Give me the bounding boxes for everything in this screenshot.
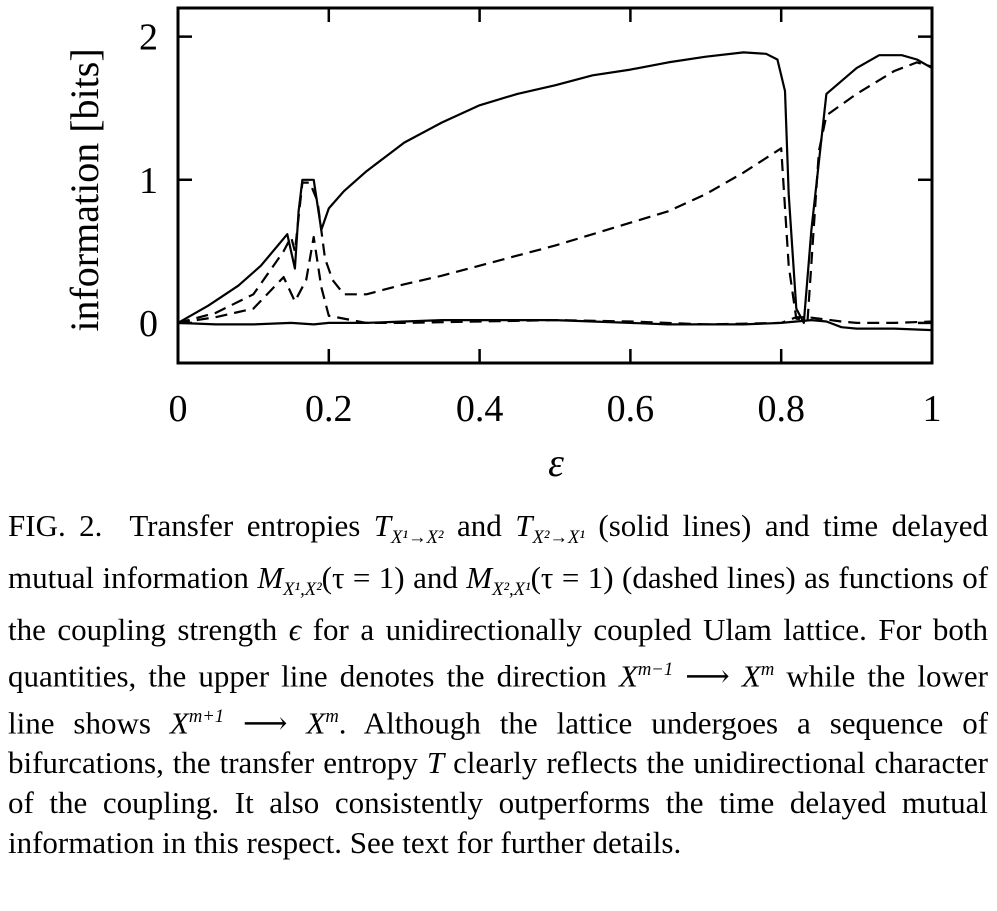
caption-text-6: for a unidirectionally coupled Ulam latt… (8, 612, 989, 694)
solid-series-0 (177, 51, 933, 324)
caption-epsilon: ϵ (288, 612, 302, 648)
x-tick-label: 0.4 (456, 388, 504, 430)
caption-x-3: X (169, 705, 189, 741)
caption-symbol-m-2: M (466, 560, 493, 596)
caption-symbol-t-3: T (426, 745, 445, 781)
caption-text-1: Transfer entropies (129, 508, 361, 543)
y-tick-label: 0 (139, 303, 158, 345)
caption-sub-m21: X²,X¹ (492, 579, 531, 601)
x-tick-label: 0 (169, 388, 188, 430)
caption-sup-m-minus: m−1 (637, 659, 674, 681)
caption-arrow-2: ⟶ (243, 705, 288, 741)
caption-text-3: (solid lines) and time delayed mutual in… (8, 508, 989, 596)
x-tick-label: 0.6 (607, 388, 655, 430)
caption-sup-m-2: m (325, 705, 339, 727)
line-chart: 0 0.2 0.4 0.6 0.8 1 0 1 2 ε information [bits] (62, 6, 942, 485)
y-tick-label: 2 (139, 17, 158, 59)
ticks (176, 8, 934, 363)
series-layer (177, 51, 933, 332)
caption-text-2: and (456, 508, 502, 543)
caption-text-5: (dashed lines) as functions of the coupl… (8, 560, 989, 648)
caption-text-9: clearly reflects the unidirectional char… (8, 745, 988, 861)
caption-x-4: X (306, 705, 326, 741)
caption-arrow-1: ⟶ (685, 658, 730, 694)
caption-x-1: X (618, 658, 638, 694)
caption-sub-m12: X¹,X² (283, 579, 322, 601)
figure-caption: FIG. 2. Transfer entropies TX¹→X² and TX… (8, 506, 988, 863)
solid-series-1 (177, 319, 933, 332)
caption-text-4: and (413, 560, 458, 596)
x-tick-label: 0.2 (305, 388, 353, 430)
caption-text-8: . Although the lattice undergoes a seque… (8, 705, 989, 781)
x-tick-label: 0.8 (757, 388, 805, 430)
y-axis-title: information [bits] (62, 48, 107, 331)
caption-sub-t12: X¹→X² (391, 527, 444, 549)
figure: 0 0.2 0.4 0.6 0.8 1 0 1 2 ε information [bits] (62, 6, 942, 485)
caption-symbol-m: M (257, 560, 284, 596)
x-tick-label: 1 (923, 388, 942, 430)
dashed-series-3 (177, 235, 933, 326)
caption-symbol-t-2: T (515, 508, 533, 543)
caption-tau-1: (τ = 1) (321, 560, 405, 596)
x-axis-title: ε (548, 440, 564, 485)
caption-text-7: while the lower line shows (8, 658, 989, 741)
y-tick-label: 1 (139, 160, 158, 202)
caption-sub-t21: X²→X¹ (532, 527, 585, 549)
caption-tau-2: (τ = 1) (530, 560, 614, 596)
caption-symbol-t: T (373, 508, 392, 543)
dashed-series-2 (177, 61, 933, 324)
y-tick-labels: 0 1 2 (139, 17, 158, 345)
plot-frame (176, 6, 934, 365)
x-tick-labels: 0 0.2 0.4 0.6 0.8 1 (169, 388, 942, 430)
caption-label: FIG. 2. (8, 508, 103, 543)
caption-x-2: X (741, 658, 761, 694)
caption-sup-m-1: m (760, 659, 775, 681)
caption-sup-m-plus: m+1 (188, 705, 225, 727)
